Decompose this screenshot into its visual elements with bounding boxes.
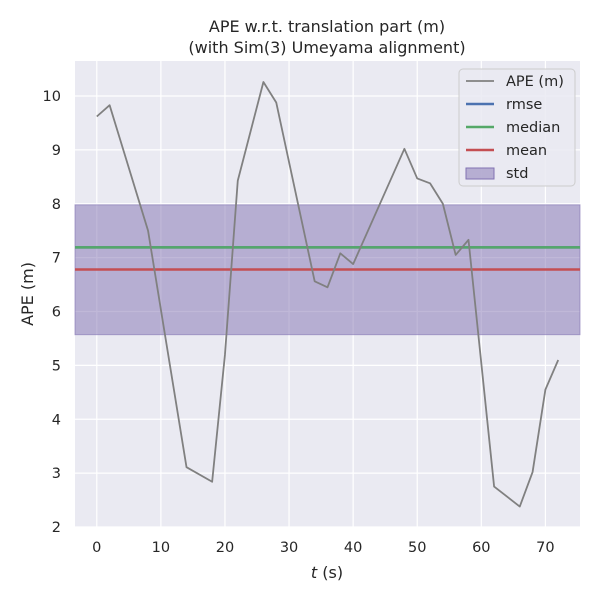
y-tick-label: 2 [52,520,61,536]
y-tick-label: 10 [43,89,61,105]
chart-subtitle: (with Sim(3) Umeyama alignment) [188,38,465,57]
x-tick-label: 10 [152,540,170,556]
x-tick-label: 40 [344,540,362,556]
x-tick-label: 0 [92,540,101,556]
y-tick-label: 4 [52,412,61,428]
x-tick-label: 30 [280,540,298,556]
y-tick-label: 8 [52,197,61,213]
y-tick-label: 5 [52,358,61,374]
ape-series-line [96,81,560,508]
legend-swatch [465,167,495,180]
x-tick-label: 20 [216,540,234,556]
y-tick-label: 3 [52,466,61,482]
legend-label: median [506,120,560,136]
y-tick-label: 7 [52,251,61,267]
y-tick-label: 6 [52,305,61,321]
chart-title: APE w.r.t. translation part (m) [209,17,445,36]
legend-label: APE (m) [506,74,564,90]
legend-label: rmse [506,97,542,113]
legend-label: std [506,166,528,182]
legend-box [458,68,576,187]
y-axis-label: APE (m) [18,262,37,326]
x-tick-label: 50 [408,540,426,556]
x-tick-label: 60 [472,540,490,556]
x-axis-label: t (s) [311,563,343,582]
y-tick-label: 9 [52,143,61,159]
legend-label: mean [506,143,547,159]
legend: APE (m) rmse median mean std [458,68,576,187]
x-tick-label: 70 [536,540,554,556]
